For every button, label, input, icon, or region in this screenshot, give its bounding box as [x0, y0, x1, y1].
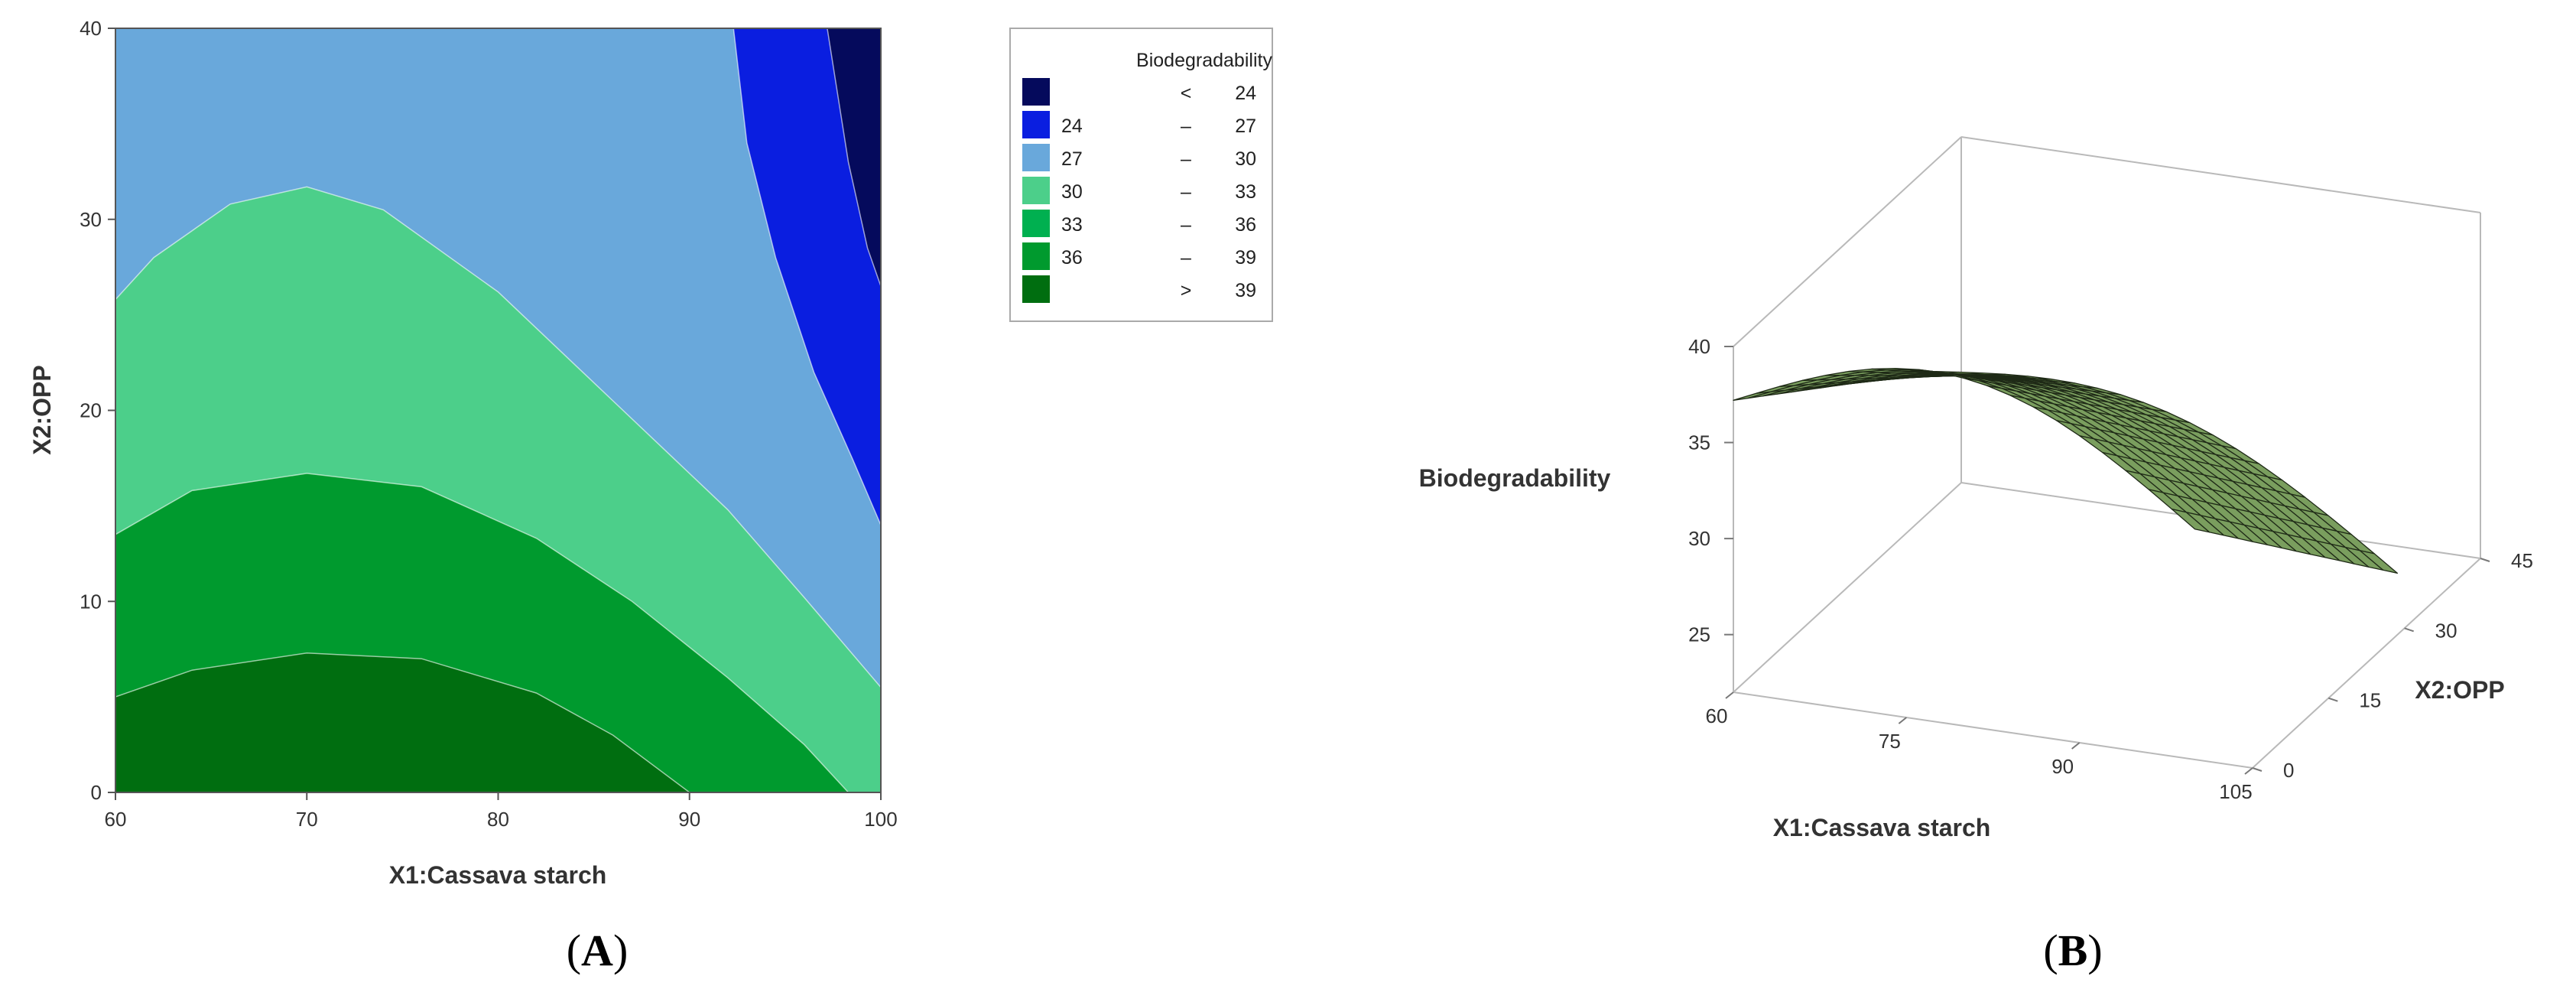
surface-x-tick: [2244, 767, 2253, 775]
legend-op: –: [1181, 181, 1191, 203]
y-tick-label: 0: [91, 781, 102, 804]
legend-high: 27: [1235, 115, 1256, 137]
x-tick-label: 70: [296, 808, 318, 831]
x-tick-label: 60: [105, 808, 127, 831]
panel-label-b-letter: B: [2058, 926, 2088, 975]
surface-z-tick-label: 30: [1688, 527, 1710, 550]
legend-swatch: [1022, 242, 1050, 270]
surface-x-tick: [1725, 691, 1734, 699]
y-tick-label: 30: [80, 208, 102, 231]
surface-z-tick-label: 40: [1688, 335, 1710, 358]
surface-y-tick: [2252, 767, 2263, 772]
legend-op: –: [1181, 115, 1191, 137]
y-tick-label: 20: [80, 399, 102, 422]
surface-x-tick-label: 90: [2051, 755, 2074, 778]
surface-x-tick: [2071, 742, 2081, 750]
box-edge: [1733, 691, 2253, 769]
legend-low: 33: [1061, 214, 1083, 236]
surface-x-tick-label: 60: [1706, 704, 1728, 727]
surface-z-tick-label: 25: [1688, 623, 1710, 646]
panel-label-b: (B): [2043, 926, 2102, 975]
legend-entries: <24 24 – 27 27 – 30 30 – 33 33 – 36 36 – 39 > 39: [1022, 78, 1256, 303]
contour-line-30: [733, 28, 881, 525]
panel-label-a-close: ): [613, 926, 628, 975]
legend-low: 27: [1061, 148, 1083, 170]
contour-legend: Biodegradability <24 24 – 27 27 – 30 30 – 33 33 – 36…: [1009, 28, 1273, 322]
legend-op: >: [1181, 280, 1192, 301]
legend-op: –: [1181, 247, 1191, 268]
legend-high: 39: [1235, 247, 1256, 268]
legend-low: 36: [1061, 247, 1083, 268]
surface-z-axis-title: Biodegradability: [1419, 464, 1611, 492]
contour-x-axis-title: X1:Cassava starch: [389, 861, 607, 889]
contour-plot-panel: 60 70 80 90 100 0 10 20 30 40 X1:Cassava starch X…: [28, 17, 1273, 975]
contour-region-24-27: [733, 28, 881, 525]
contour-y-axis-title: X2:OPP: [28, 365, 56, 454]
legend-box: [1009, 28, 1273, 322]
x-tick-label: 80: [487, 808, 509, 831]
legend-op: –: [1181, 214, 1191, 236]
legend-swatch: [1022, 275, 1050, 303]
legend-swatch: [1022, 177, 1050, 204]
legend-high: 24: [1235, 83, 1256, 104]
surface-y-tick-label: 30: [2435, 619, 2457, 642]
panel-label-a-letter: A: [581, 926, 613, 975]
surface-y-tick: [2404, 627, 2414, 633]
x-tick-label: 100: [864, 808, 897, 831]
legend-swatch: [1022, 144, 1050, 171]
surface-axes: 60 75 90 105 0 15 30 45 25 30 35 40: [1688, 335, 2533, 803]
surface-mesh: [1733, 367, 2399, 574]
contour-line-27: [827, 28, 881, 287]
legend-swatch: [1022, 111, 1050, 138]
surface-patch: [2171, 508, 2211, 533]
surface-y-tick: [2480, 558, 2490, 562]
surface-x-tick-label: 75: [1879, 730, 1901, 753]
x-tick-label: 90: [678, 808, 700, 831]
legend-high: 36: [1235, 214, 1256, 236]
legend-op: <: [1181, 83, 1192, 104]
panel-label-b-open: (: [2043, 926, 2058, 975]
surface-y-tick-label: 0: [2283, 759, 2294, 782]
panel-label-a-open: (: [567, 926, 581, 975]
surface-y-tick: [2328, 697, 2338, 702]
surface-y-tick-label: 45: [2511, 549, 2533, 572]
legend-low: 30: [1061, 181, 1083, 203]
surface-z-tick-label: 35: [1688, 431, 1710, 454]
contour-region-lt-24: [827, 28, 881, 287]
contour-line-39: [115, 652, 690, 792]
legend-low: 24: [1061, 115, 1083, 137]
contour-regions: [115, 28, 881, 792]
box-edge: [1960, 136, 2481, 213]
legend-swatch: [1022, 78, 1050, 106]
surface-y-tick-label: 15: [2359, 689, 2381, 712]
contour-line-36: [115, 473, 849, 792]
contour-region-gt-39: [115, 652, 690, 792]
box-edge: [2252, 558, 2481, 769]
contour-axes: 60 70 80 90 100 0 10 20 30 40: [80, 17, 898, 831]
surface-y-axis-title: X2:OPP: [2415, 676, 2504, 704]
surface-box-back: [1733, 136, 2481, 769]
box-edge: [1733, 136, 1962, 347]
surface-x-tick-label: 105: [2219, 780, 2252, 803]
y-tick-label: 40: [80, 17, 102, 40]
contour-line-33: [115, 186, 881, 688]
surface-x-axis-title: X1:Cassava starch: [1773, 814, 1991, 841]
legend-high: 30: [1235, 148, 1256, 170]
legend-swatch: [1022, 210, 1050, 237]
surface-x-tick: [1898, 717, 1907, 724]
panel-label-b-close: ): [2087, 926, 2102, 975]
surface-plot-panel: 60 75 90 105 0 15 30 45 25 30 35 40 Biodegradabilit…: [1419, 136, 2533, 975]
legend-title: Biodegradability: [1136, 50, 1272, 71]
legend-high: 39: [1235, 280, 1256, 301]
panel-label-a: (A): [567, 926, 629, 975]
y-tick-label: 10: [80, 590, 102, 613]
box-edge: [1733, 482, 1962, 693]
legend-op: –: [1181, 148, 1191, 170]
legend-high: 33: [1235, 181, 1256, 203]
